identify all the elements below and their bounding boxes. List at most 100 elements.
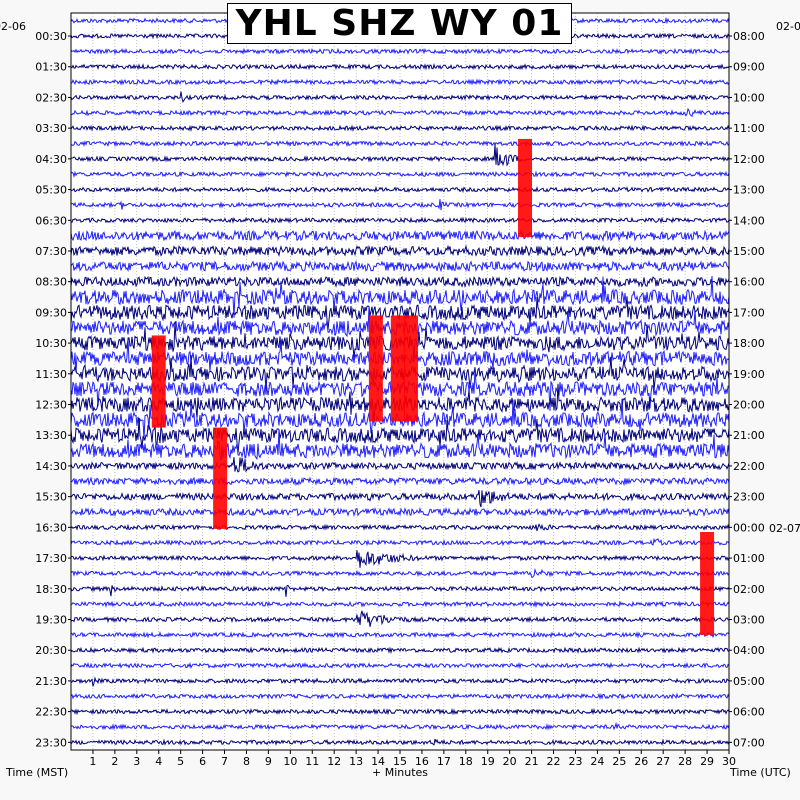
- x-tick-label: 30: [722, 755, 736, 768]
- left-time-label: 17:30: [35, 552, 67, 565]
- x-tick-label: 7: [221, 755, 228, 768]
- trace-row: [70, 216, 730, 224]
- trace-row: [70, 631, 730, 639]
- trace-row: [70, 721, 730, 731]
- trace-row: [70, 275, 730, 318]
- trace-row: [70, 584, 730, 597]
- x-tick-label: 18: [459, 755, 473, 768]
- trace-row: [70, 600, 730, 609]
- x-tick-label: 20: [503, 755, 517, 768]
- trace-row: [70, 707, 730, 716]
- clipped-segment: [390, 315, 405, 422]
- trace-row: [70, 476, 730, 487]
- left-time-label: 03:30: [35, 122, 67, 135]
- trace-row: [70, 91, 730, 103]
- trace-row: [70, 506, 730, 518]
- trace-row: [70, 47, 730, 56]
- right-time-label: 02:00: [733, 583, 765, 596]
- right-time-label: 15:00: [733, 245, 765, 258]
- x-tick-label: 13: [349, 755, 363, 768]
- right-axis-label: Time (UTC): [730, 766, 791, 779]
- trace-row: [70, 259, 730, 273]
- right-time-label: 17:00: [733, 306, 765, 319]
- trace-row: [70, 296, 730, 331]
- left-time-label: 15:30: [35, 491, 67, 504]
- clipped-segment: [700, 531, 715, 635]
- trace-row: [70, 676, 730, 687]
- clipped-segment: [213, 427, 228, 529]
- trace-row: [70, 457, 730, 473]
- right-time-label: 22:00: [733, 460, 765, 473]
- left-time-label: 13:30: [35, 429, 67, 442]
- x-tick-label: 28: [678, 755, 692, 768]
- x-tick-label: 8: [243, 755, 250, 768]
- x-tick-label: 10: [283, 755, 297, 768]
- trace-row: [70, 429, 730, 461]
- trace-row: [70, 229, 730, 243]
- trace-row: [70, 275, 730, 288]
- trace-row: [70, 107, 730, 118]
- trace-row: [70, 139, 730, 148]
- x-tick-label: 5: [177, 755, 184, 768]
- x-tick-label: 16: [415, 755, 429, 768]
- trace-row: [70, 738, 730, 746]
- left-axis-label: Time (MST): [6, 766, 69, 779]
- left-time-label: 10:30: [35, 337, 67, 350]
- trace-row: [70, 523, 730, 532]
- right-time-label: 10:00: [733, 91, 765, 104]
- x-tick-label: 3: [133, 755, 140, 768]
- left-date-label: 02-06: [0, 20, 26, 33]
- trace-row: [70, 610, 730, 627]
- left-time-label: 19:30: [35, 613, 67, 626]
- left-time-label: 05:30: [35, 184, 67, 197]
- trace-row: [70, 63, 730, 71]
- x-tick-label: 17: [437, 755, 451, 768]
- trace-row: [70, 78, 730, 86]
- right-time-label: 05:00: [733, 675, 765, 688]
- right-time-label: 14:00: [733, 214, 765, 227]
- trace-row: [70, 199, 729, 211]
- trace-row: [70, 550, 730, 568]
- right-time-label: 03:00: [733, 613, 765, 626]
- x-tick-label: 21: [525, 755, 539, 768]
- right-time-label: 11:00: [733, 122, 765, 135]
- right-next-date-label: 02-07: [769, 522, 800, 535]
- x-tick-label: 2: [111, 755, 118, 768]
- right-time-label: 04:00: [733, 644, 765, 657]
- x-tick-label: 12: [327, 755, 341, 768]
- x-tick-label: 19: [481, 755, 495, 768]
- right-time-label: 19:00: [733, 368, 765, 381]
- trace-row: [70, 489, 730, 508]
- left-time-label: 06:30: [35, 214, 67, 227]
- right-time-label: 23:00: [733, 491, 765, 504]
- trace-row: [70, 567, 730, 579]
- trace-row: [70, 537, 730, 547]
- x-tick-label: 15: [393, 755, 407, 768]
- right-time-label: 07:00: [733, 736, 765, 749]
- right-time-label: 09:00: [733, 61, 765, 74]
- left-time-label: 07:30: [35, 245, 67, 258]
- x-axis-label: + Minutes: [372, 766, 429, 779]
- station-title-box: YHL SHZ WY 01: [227, 3, 572, 44]
- x-tick-label: 25: [612, 755, 626, 768]
- left-time-label: 12:30: [35, 399, 67, 412]
- x-tick-label: 9: [265, 755, 272, 768]
- station-title: YHL SHZ WY 01: [235, 3, 564, 44]
- clipped-segment: [151, 335, 166, 428]
- left-time-label: 21:30: [35, 675, 67, 688]
- right-time-label: 21:00: [733, 429, 765, 442]
- x-tick-label: 22: [547, 755, 561, 768]
- clipped-segment: [403, 315, 418, 422]
- x-tick-label: 14: [371, 755, 385, 768]
- trace-row: [71, 144, 730, 167]
- left-time-label: 18:30: [35, 583, 67, 596]
- trace-row: [70, 417, 730, 454]
- left-time-label: 11:30: [35, 368, 67, 381]
- left-time-label: 16:30: [35, 521, 67, 534]
- left-time-label: 08:30: [35, 276, 67, 289]
- right-time-label: 13:00: [733, 184, 765, 197]
- left-time-label: 01:30: [35, 61, 67, 74]
- right-time-label: 18:00: [733, 337, 765, 350]
- x-tick-label: 24: [590, 755, 604, 768]
